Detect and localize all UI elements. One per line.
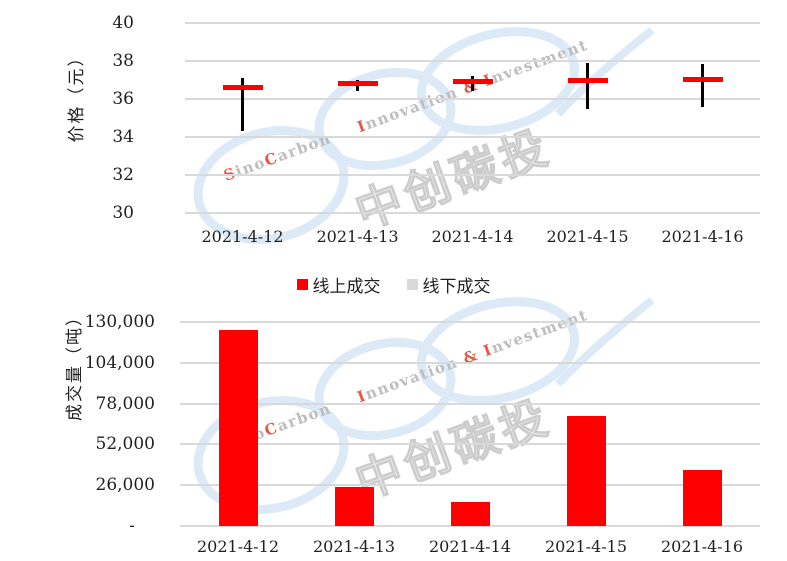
legend-swatch-offline <box>406 279 418 290</box>
x-axis-label: 2021-4-16 <box>661 227 744 246</box>
gridline <box>185 212 760 214</box>
x-axis-label: 2021-4-12 <box>201 227 284 246</box>
x-axis-label: 2021-4-14 <box>431 227 514 246</box>
candle-wick <box>586 62 589 110</box>
gridline <box>180 443 760 446</box>
volume-bar <box>334 486 374 526</box>
legend-swatch-online <box>296 279 308 290</box>
y-tick-label: 38 <box>112 51 134 71</box>
online-price-dash <box>222 85 263 91</box>
volume-bar <box>566 416 606 526</box>
legend: 线上成交 线下成交 <box>0 272 787 297</box>
gridline <box>180 484 760 487</box>
gridline <box>185 60 760 62</box>
online-price-dash <box>452 79 493 85</box>
y-tick-label: 78,000 <box>95 393 155 414</box>
watermark-brand-en: SinoCarbon Innovation & Investment <box>221 36 590 185</box>
y-tick-label: 40 <box>112 13 134 33</box>
gridline <box>185 174 760 176</box>
y-tick-label: 34 <box>112 127 134 147</box>
y-tick-label: - <box>129 516 135 536</box>
y-tick-label: 36 <box>112 89 134 109</box>
x-axis-label: 2021-4-16 <box>660 537 744 556</box>
volume-bar <box>682 469 722 526</box>
online-price-dash <box>337 81 378 87</box>
y-tick-label: 52,000 <box>95 434 155 455</box>
gridline <box>180 361 760 364</box>
x-axis-label: 2021-4-13 <box>312 537 396 556</box>
gridline <box>180 402 760 405</box>
y-tick-label: 30 <box>112 203 134 223</box>
legend-label: 线下成交 <box>422 277 491 297</box>
gridline <box>185 136 760 138</box>
gridline <box>185 98 760 100</box>
y-tick-label: 32 <box>112 165 134 185</box>
y-tick-label: 130,000 <box>84 312 155 332</box>
online-price-dash <box>567 77 608 83</box>
legend-label: 线上成交 <box>312 277 381 297</box>
x-axis-label: 2021-4-12 <box>196 537 280 556</box>
gridline <box>185 22 760 24</box>
candle-wick <box>241 78 244 132</box>
x-axis-label: 2021-4-13 <box>316 227 399 246</box>
legend-item-offline: 线下成交 <box>406 272 491 297</box>
legend-item-online: 线上成交 <box>296 272 381 297</box>
x-axis-label: 2021-4-15 <box>546 227 629 246</box>
volume-bar <box>450 502 490 526</box>
y-tick-label: 104,000 <box>84 352 155 373</box>
gridline <box>180 321 760 323</box>
x-axis-label: 2021-4-14 <box>428 537 512 556</box>
x-axis-label: 2021-4-15 <box>544 537 628 556</box>
candle-wick <box>701 63 704 107</box>
volume-bar <box>218 329 258 526</box>
watermark-swoosh <box>555 26 655 117</box>
online-price-dash <box>682 76 723 82</box>
y-tick-label: 26,000 <box>95 475 155 496</box>
